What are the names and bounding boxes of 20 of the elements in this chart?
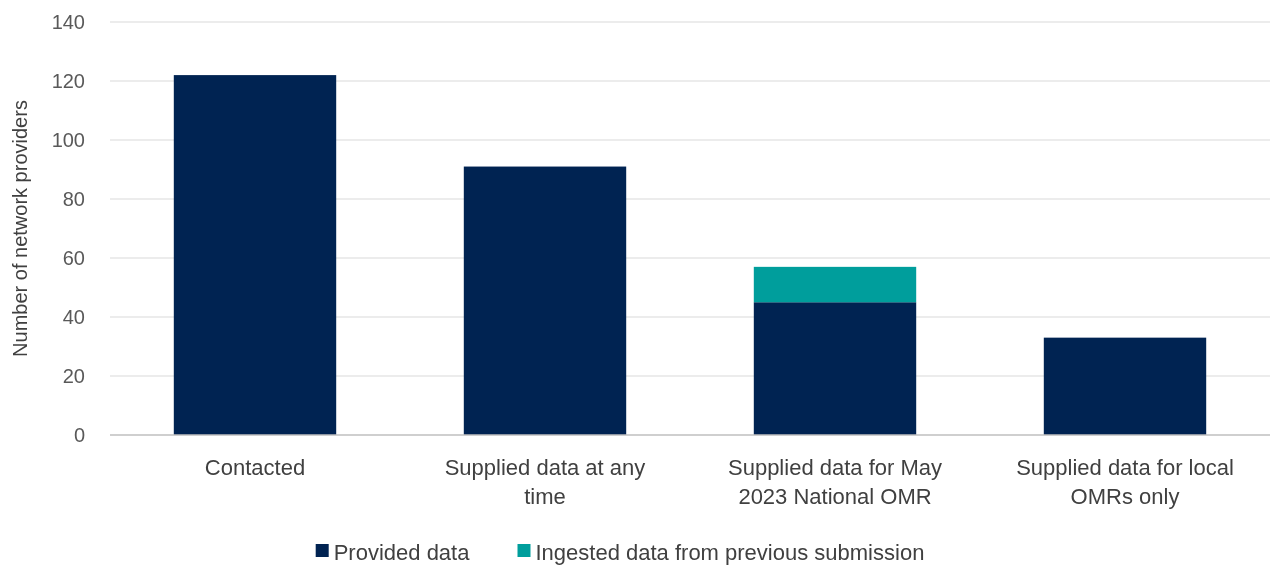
- legend-label: Provided data: [333, 539, 471, 565]
- bar: [1043, 337, 1207, 435]
- x-tick-label: Contacted: [204, 455, 306, 480]
- y-axis-title: Number of network providers: [9, 100, 31, 357]
- x-tick-label: Supplied data for local OMRs only: [1016, 455, 1234, 509]
- x-tick-label: Supplied data for May 2023 National OMR: [727, 455, 943, 509]
- y-tick-label: 20: [62, 365, 85, 387]
- bar: [753, 266, 917, 303]
- y-tick-label: 60: [62, 247, 85, 269]
- y-tick-label: 120: [51, 70, 85, 92]
- y-tick-label: 100: [51, 129, 85, 151]
- legend-label: Ingested data from previous submission: [535, 539, 925, 565]
- bar: [463, 166, 627, 435]
- bar: [173, 75, 337, 435]
- y-tick-label: 80: [62, 188, 85, 210]
- bar: [753, 302, 917, 435]
- y-tick-label: 40: [62, 306, 85, 328]
- y-tick-label: 140: [51, 11, 85, 33]
- y-tick-label: 0: [73, 424, 85, 446]
- x-tick-label: Supplied data at any time: [444, 455, 646, 509]
